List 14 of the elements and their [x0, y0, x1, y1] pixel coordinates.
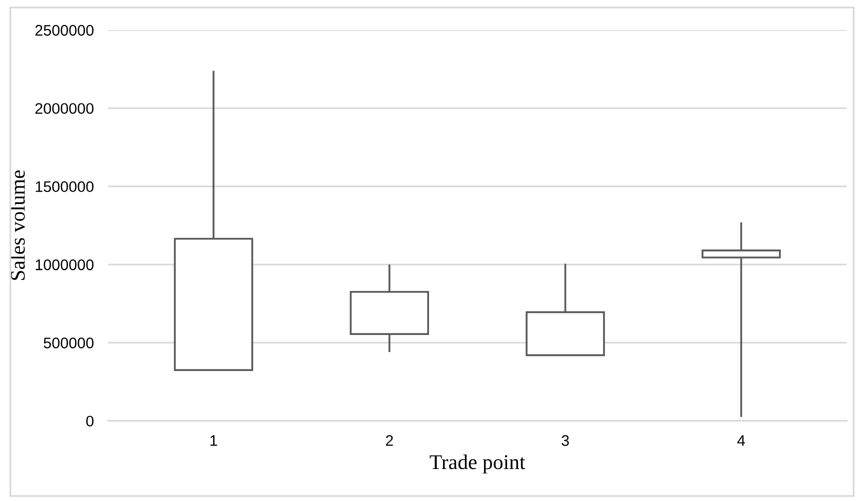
y-tick-label: 500000: [44, 338, 94, 348]
x-tick-label: 1: [210, 435, 218, 446]
y-axis-title: Sales volume: [10, 170, 25, 280]
x-tick-label: 3: [562, 435, 569, 446]
y-tick-label: 1500000: [36, 181, 94, 192]
candlestick: [350, 264, 430, 353]
y-tick-label: 2500000: [35, 24, 94, 36]
x-tick-label: 2: [386, 435, 393, 446]
x-tick-label: 4: [737, 435, 745, 446]
y-tick-label: 1000000: [36, 259, 94, 270]
candlestick: [702, 221, 781, 418]
x-axis-title: Trade point: [430, 454, 526, 474]
y-tick-label: 0: [86, 416, 94, 427]
y-tick-label: 2000000: [35, 103, 94, 114]
